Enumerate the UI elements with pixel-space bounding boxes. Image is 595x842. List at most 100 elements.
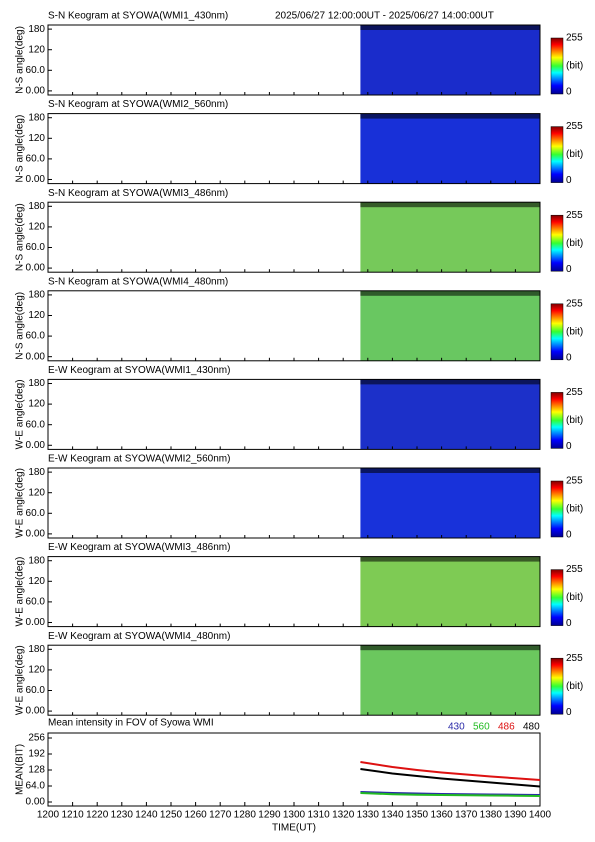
colorbar <box>550 480 564 538</box>
colorbar-min: 0 <box>566 352 572 363</box>
colorbar-max: 255 <box>566 121 583 132</box>
y-tick-label: 192 <box>28 749 45 760</box>
y-tick-label: 180 <box>28 290 45 301</box>
keogram-shade <box>360 202 540 273</box>
keogram-image <box>360 290 540 361</box>
keogram-edge <box>360 25 540 30</box>
y-axis-label: W-E angle(deg) <box>15 645 26 715</box>
y-axis-label: MEAN(BIT) <box>15 744 26 795</box>
keogram-image <box>360 113 540 184</box>
y-axis-label: N-S angle(deg) <box>15 292 26 360</box>
x-tick-label: 1390 <box>504 810 527 821</box>
colorbar-min: 0 <box>566 264 572 275</box>
keogram-shade <box>360 290 540 361</box>
colorbar-min: 0 <box>566 87 572 98</box>
keogram-image <box>360 468 540 538</box>
keogram-edge <box>360 556 540 562</box>
y-tick-label: 120 <box>28 310 45 321</box>
colorbar-label: (bit) <box>566 238 583 249</box>
x-tick-label: 1240 <box>135 810 158 821</box>
panel-title: S-N Keogram at SYOWA(WMI2_560nm) <box>48 99 228 110</box>
colorbar <box>550 303 564 361</box>
x-tick-label: 1310 <box>307 810 330 821</box>
x-tick-label: 1250 <box>160 810 183 821</box>
x-tick-label: 1220 <box>86 810 109 821</box>
x-tick-label: 1370 <box>455 810 478 821</box>
colorbar-label: (bit) <box>566 149 583 160</box>
colorbar-max: 255 <box>566 210 583 221</box>
x-tick-label: 1270 <box>209 810 232 821</box>
panel-subtitle: 2025/06/27 12:00:00UT - 2025/06/27 14:00… <box>275 11 494 22</box>
panel-title: S-N Keogram at SYOWA(WMI3_486nm) <box>48 188 228 199</box>
y-tick-label: 128 <box>28 765 45 776</box>
chart-title: Mean intensity in FOV of Syowa WMI <box>48 718 214 729</box>
y-tick-label: 180 <box>28 378 45 389</box>
legend-entry: 430 <box>448 722 465 733</box>
y-tick-label: 60.0 <box>26 685 46 696</box>
keogram-image <box>360 379 540 450</box>
keogram-image <box>360 645 540 716</box>
y-tick-label: 60.0 <box>26 331 46 342</box>
colorbar-max: 255 <box>566 564 583 575</box>
y-tick-label: 180 <box>28 555 45 566</box>
x-tick-label: 1230 <box>111 810 134 821</box>
keogram-edge <box>360 113 540 119</box>
series-line <box>360 768 541 788</box>
y-tick-label: 60.0 <box>26 65 46 76</box>
keogram-shade <box>360 468 540 538</box>
series-line <box>360 792 541 797</box>
keogram-image <box>360 556 540 627</box>
y-tick-label: 0.00 <box>26 263 46 274</box>
colorbar-max: 255 <box>566 298 583 309</box>
legend-entry: 560 <box>473 722 490 733</box>
keogram-shade <box>360 113 540 184</box>
colorbar-min: 0 <box>566 441 572 452</box>
x-tick-label: 1290 <box>258 810 281 821</box>
panel-title: E-W Keogram at SYOWA(WMI4_480nm) <box>48 631 230 642</box>
keogram-shade <box>360 645 540 716</box>
y-tick-label: 0.00 <box>26 440 46 451</box>
panel-title: S-N Keogram at SYOWA(WMI4_480nm) <box>48 276 228 287</box>
keogram-edge <box>360 290 540 296</box>
y-tick-label: 180 <box>28 24 45 35</box>
colorbar-label: (bit) <box>566 326 583 337</box>
keogram-edge <box>360 645 540 651</box>
y-tick-label: 64.0 <box>26 781 46 792</box>
keogram-edge <box>360 202 540 208</box>
panel-title: E-W Keogram at SYOWA(WMI3_486nm) <box>48 542 230 553</box>
colorbar <box>550 657 564 715</box>
x-axis-label: TIME(UT) <box>272 823 316 834</box>
y-axis-label: W-E angle(deg) <box>15 468 26 538</box>
colorbar <box>550 214 564 272</box>
y-tick-label: 0.00 <box>26 86 46 97</box>
y-tick-label: 120 <box>28 665 45 676</box>
y-tick-label: 60.0 <box>26 597 46 608</box>
colorbar-min: 0 <box>566 618 572 629</box>
y-tick-label: 120 <box>28 576 45 587</box>
keogram-shade <box>360 379 540 450</box>
panel-title: E-W Keogram at SYOWA(WMI1_430nm) <box>48 365 230 376</box>
colorbar <box>550 126 564 183</box>
x-tick-label: 1260 <box>184 810 207 821</box>
colorbar-label: (bit) <box>566 592 583 603</box>
colorbar <box>550 37 564 95</box>
series-line <box>360 761 541 781</box>
y-axis-label: N-S angle(deg) <box>15 26 26 94</box>
y-tick-label: 0.00 <box>26 797 46 808</box>
y-axis-label: N-S angle(deg) <box>15 203 26 271</box>
keogram-shade <box>360 25 540 95</box>
legend-entry: 486 <box>498 722 515 733</box>
x-tick-label: 1380 <box>480 810 503 821</box>
keogram-edge <box>360 379 540 385</box>
colorbar-min: 0 <box>566 707 572 718</box>
colorbar-min: 0 <box>566 530 572 541</box>
colorbar-min: 0 <box>566 175 572 186</box>
y-tick-label: 60.0 <box>26 419 46 430</box>
legend-entry: 480 <box>523 722 540 733</box>
y-axis-label: W-E angle(deg) <box>15 557 26 627</box>
colorbar-label: (bit) <box>566 504 583 515</box>
y-tick-label: 180 <box>28 644 45 655</box>
x-tick-label: 1200 <box>37 810 60 821</box>
y-tick-label: 120 <box>28 399 45 410</box>
